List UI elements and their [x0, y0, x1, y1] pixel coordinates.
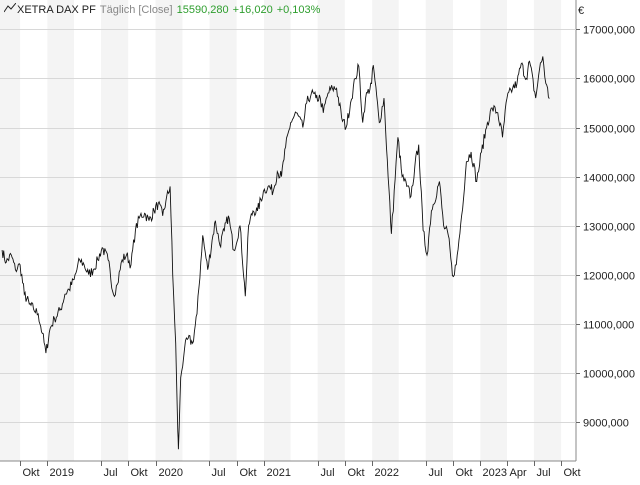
last-price: 15590,280	[176, 4, 229, 16]
x-tick-label: Okt	[23, 467, 40, 479]
y-tick-label: 17000,000	[583, 25, 635, 37]
y-tick-label: 12000,000	[583, 271, 635, 283]
x-tick-label: 2023	[483, 467, 507, 479]
period-band	[290, 0, 318, 461]
period-band	[101, 0, 129, 461]
x-tick-label: Jul	[429, 467, 443, 479]
x-tick-label: Jul	[321, 467, 335, 479]
period-band	[480, 0, 507, 461]
period-band	[372, 0, 399, 461]
instrument-name: XETRA DAX PF	[17, 4, 96, 16]
period-band	[182, 0, 210, 461]
x-tick-label: Okt	[348, 467, 365, 479]
x-tick-label: 2020	[159, 467, 183, 479]
period-band	[74, 0, 102, 461]
x-tick-label: Apr	[510, 467, 527, 479]
y-tick-label: 16000,000	[583, 74, 635, 86]
period-band	[155, 0, 183, 461]
y-tick-label: 10000,000	[583, 369, 635, 381]
y-tick-label: 9000,000	[583, 418, 629, 430]
period-bands	[0, 0, 576, 461]
y-tick-label: 13000,000	[583, 222, 635, 234]
period-band	[128, 0, 156, 461]
x-tick-label: 2021	[267, 467, 291, 479]
line-chart-icon	[4, 3, 16, 13]
x-tick-label: Jul	[212, 467, 226, 479]
period-band	[264, 0, 291, 461]
chart-header: XETRA DAX PF Täglich [Close] 15590,280 +16,…	[4, 3, 324, 16]
x-axis: Okt 2019 Jul Okt 2020 Jul Okt 2021 Jul Okt 2022 Jul…	[20, 461, 581, 479]
x-tick-label: Okt	[240, 467, 257, 479]
y-axis: 9000,000 10000,000 11000,000 12000,000 13000…	[576, 25, 635, 430]
x-tick-label: Jul	[104, 467, 118, 479]
period-band	[317, 0, 345, 461]
period-band	[506, 0, 534, 461]
x-tick-label: Okt	[131, 467, 148, 479]
interval-label: Täglich [Close]	[99, 4, 173, 16]
x-tick-label: 2022	[375, 467, 399, 479]
period-band	[47, 0, 75, 461]
change-percent: +0,103%	[276, 4, 321, 16]
period-band	[398, 0, 426, 461]
period-band	[453, 0, 481, 461]
grid-lines	[0, 0, 577, 462]
y-tick-label: 14000,000	[583, 173, 635, 185]
x-tick-label: 2019	[50, 467, 74, 479]
period-band	[425, 0, 454, 461]
x-tick-label: Okt	[456, 467, 473, 479]
x-tick-label: Jul	[537, 467, 551, 479]
period-band	[533, 0, 562, 461]
period-band	[236, 0, 264, 461]
y-tick-label: 11000,000	[583, 320, 634, 332]
price-line[interactable]	[1, 56, 550, 450]
period-band	[344, 0, 373, 461]
change-value: +16,020	[232, 4, 273, 16]
currency-label: €	[578, 5, 585, 17]
x-tick-label: Okt	[564, 467, 581, 479]
y-tick-label: 15000,000	[583, 124, 635, 136]
period-band	[0, 0, 21, 461]
period-band	[20, 0, 48, 461]
period-band	[561, 0, 576, 461]
